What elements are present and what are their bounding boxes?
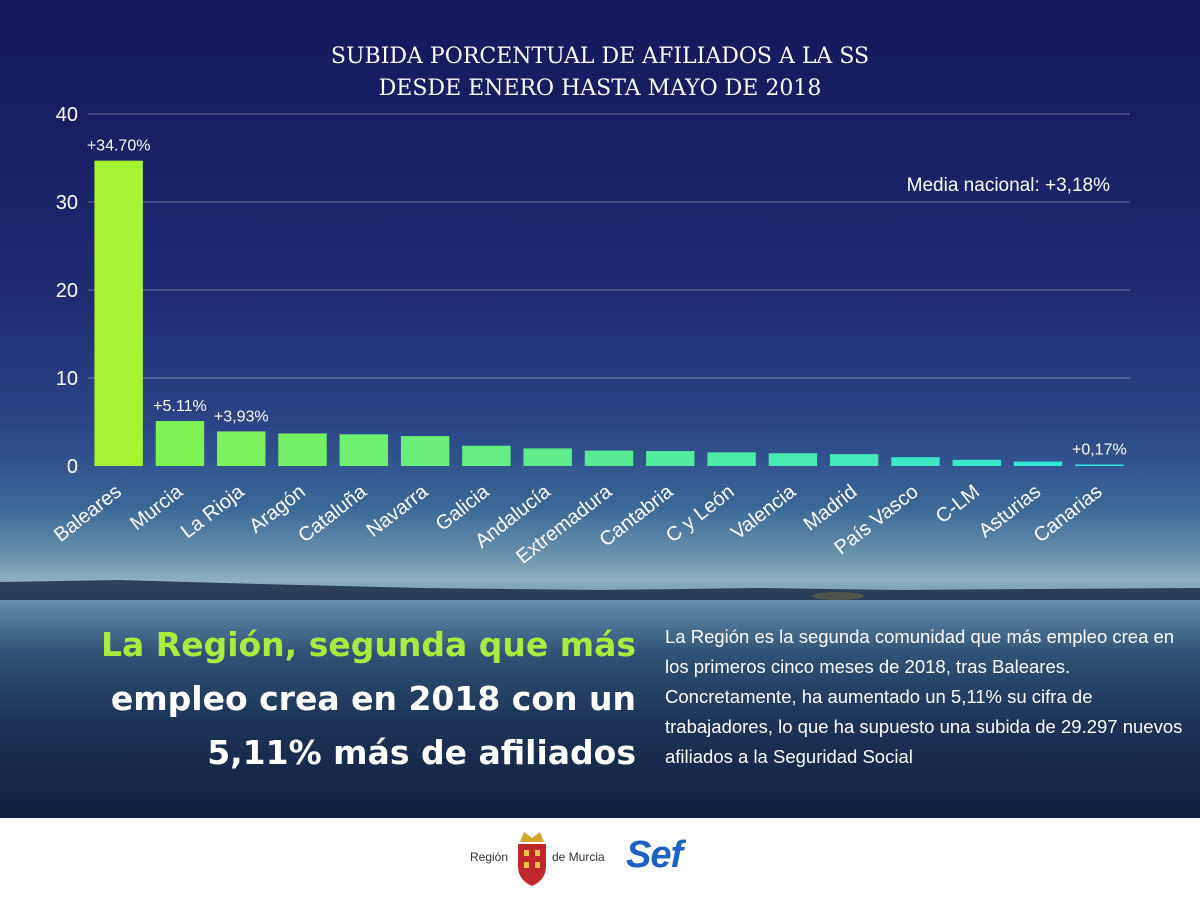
sef-logo: Sef <box>626 834 683 876</box>
bar-valencia <box>768 453 818 466</box>
y-tick-label: 30 <box>56 192 78 214</box>
y-tick-label: 20 <box>56 280 78 302</box>
chart-title-line-1: SUBIDA PORCENTUAL DE AFILIADOS A LA SS <box>331 44 869 69</box>
bar-andalucía <box>523 448 572 466</box>
x-tick-label: La Rioja <box>177 480 249 543</box>
bar-asturias <box>1013 461 1063 466</box>
bar-murcia <box>155 421 205 466</box>
bar-navarra <box>400 436 450 466</box>
bar-madrid <box>829 454 879 466</box>
bar-la-rioja <box>217 431 266 466</box>
horizon-silhouette <box>0 580 1200 600</box>
y-tick-label: 0 <box>67 456 78 478</box>
summary-paragraph: La Región es la segunda comunidad que má… <box>665 626 1183 767</box>
headline-line-3: 5,11% más de afiliados <box>207 733 636 772</box>
x-tick-label: Canarias <box>1030 481 1107 548</box>
footer: Región de Murcia Sef <box>0 818 1200 900</box>
y-tick-label: 10 <box>56 368 78 390</box>
background-photo <box>0 0 1200 818</box>
data-label: +5.11% <box>153 398 207 415</box>
headline-line-1: La Región, segunda que más <box>101 625 636 664</box>
headline: La Región, segunda que más empleo crea en… <box>40 618 636 780</box>
bar-canarias <box>1075 464 1124 466</box>
y-tick-label: 40 <box>56 104 78 126</box>
data-label: +3,93% <box>214 408 269 425</box>
x-tick-label: C y León <box>662 481 739 548</box>
x-tick-label: C-LM <box>932 481 984 528</box>
headline-line-2: empleo crea en 2018 con un <box>110 679 636 718</box>
data-label: +0,17% <box>1072 442 1127 459</box>
national-average-note: Media nacional: +3,18% <box>907 175 1110 196</box>
bar-c-lm <box>952 459 1001 466</box>
bar-aragón <box>278 433 327 466</box>
region-logo-text-right: de Murcia <box>552 850 605 864</box>
bar-extremadura <box>584 450 634 466</box>
bar-baleares <box>94 160 143 466</box>
region-crest-icon <box>518 832 546 886</box>
bar-galicia <box>462 445 511 466</box>
x-tick-label: Baleares <box>50 481 126 547</box>
chart-title-line-2: DESDE ENERO HASTA MAYO DE 2018 <box>379 76 822 101</box>
region-logo-text-left: Región <box>470 850 509 864</box>
data-label: +34.70% <box>87 138 151 155</box>
x-tick-label: Navarra <box>363 480 433 542</box>
bar-cataluña <box>339 434 389 466</box>
bar-país-vasco <box>891 457 940 466</box>
bar-cantabria <box>646 451 695 466</box>
x-tick-label: Valencia <box>727 480 801 544</box>
bar-c-y-león <box>707 452 756 466</box>
x-tick-label: Cataluña <box>294 480 371 547</box>
bar-chart: SUBIDA PORCENTUAL DE AFILIADOS A LA SS D… <box>50 44 1127 548</box>
